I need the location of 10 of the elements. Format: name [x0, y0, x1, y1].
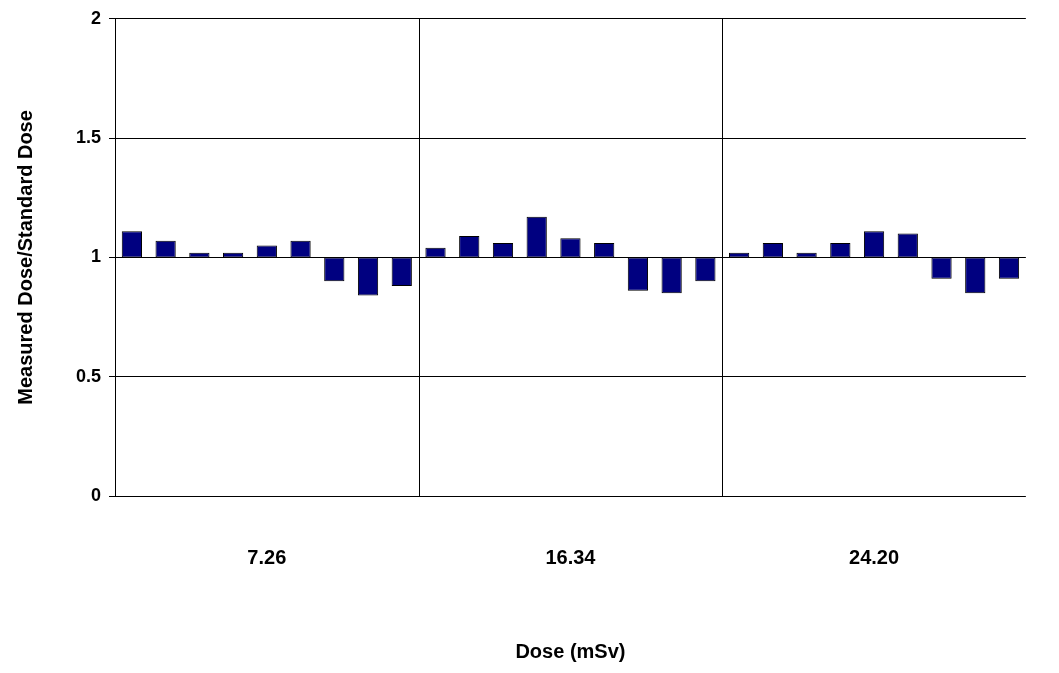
x-axis-title: Dose (mSv) [515, 639, 626, 662]
x-tick-label: 16.34 [545, 545, 597, 568]
y-tick-label: 1.5 [75, 127, 102, 148]
y-tick-label: 1 [91, 246, 102, 267]
y-tick-label: 0.5 [75, 365, 102, 386]
x-tick-label: 24.20 [849, 545, 900, 568]
x-tick-label: 7.26 [247, 545, 287, 568]
y-tick-label: 0 [91, 484, 102, 505]
y-tick-label: 2 [91, 7, 102, 28]
y-axis-title: Measured Dose/Standard Dose [13, 110, 36, 405]
